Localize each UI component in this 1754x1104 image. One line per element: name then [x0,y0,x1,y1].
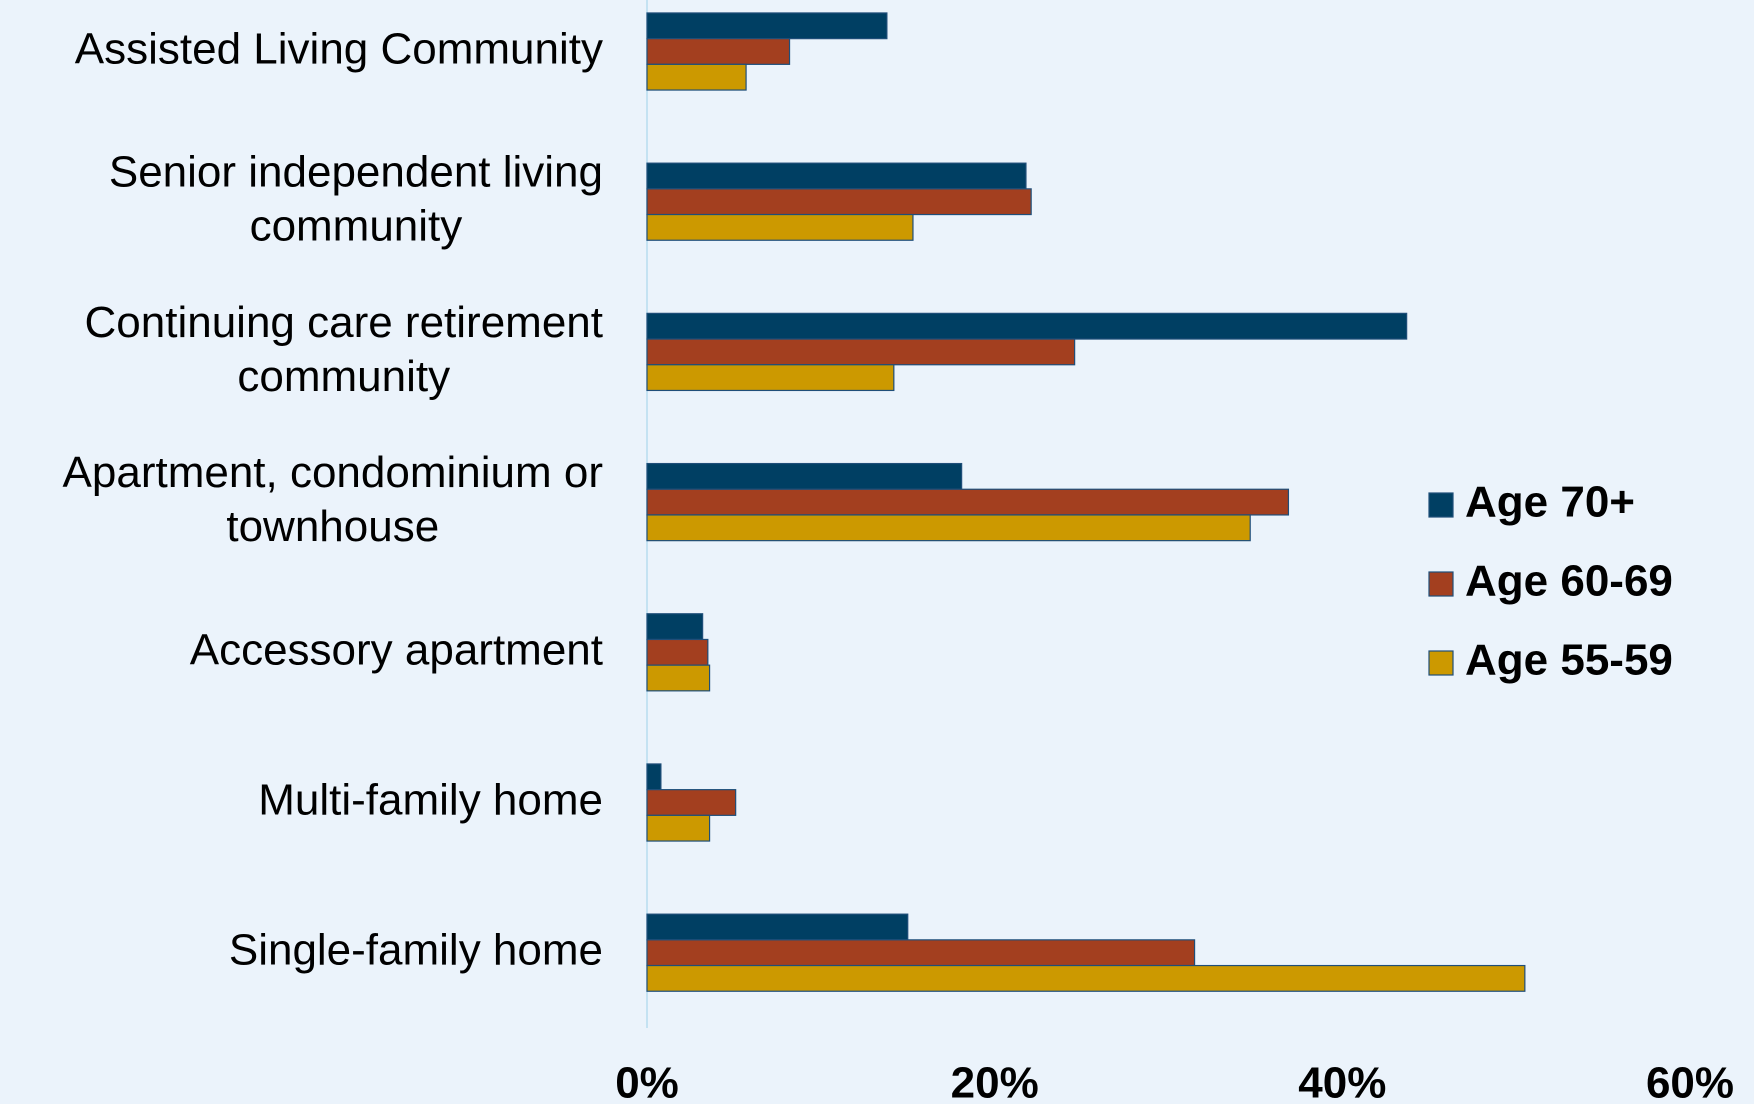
legend-label: Age 70+ [1465,478,1635,527]
bar [646,338,1076,366]
bar [646,939,1196,967]
bar [646,38,791,65]
bar [646,312,1408,340]
y-tick-label: Apartment, condominium or townhouse [63,448,603,551]
bar [646,364,895,392]
y-tick-label: Continuing care retirement community [85,298,603,401]
x-tick-label: 0% [615,1059,679,1104]
bar [646,188,1032,216]
bar [646,638,709,666]
y-tick-label: Multi-family home [258,775,603,824]
bar [646,213,914,241]
bar [646,789,737,816]
bar [646,514,1251,542]
legend-swatch [1428,492,1454,518]
bar [646,63,747,91]
x-tick-label: 40% [1298,1059,1386,1104]
bar [646,488,1290,516]
bar [646,814,711,842]
y-tick-label: Assisted Living Community [75,24,603,73]
legend-swatch [1428,571,1454,597]
y-tick-label: Single-family home [229,925,603,974]
bar [646,613,704,641]
legend-swatch [1428,650,1454,676]
bar [646,664,711,692]
bar [646,12,888,40]
y-tick-label: Accessory apartment [190,625,603,674]
bar [646,964,1526,992]
x-tick-label: 20% [951,1059,1039,1104]
legend-label: Age 55-59 [1465,636,1673,685]
bar [646,763,662,791]
legend-label: Age 60-69 [1465,557,1673,606]
bar [646,462,963,490]
y-tick-label: Senior independent living community [109,147,603,250]
bar [646,913,909,941]
bar [646,162,1027,190]
x-tick-label: 60% [1646,1059,1734,1104]
